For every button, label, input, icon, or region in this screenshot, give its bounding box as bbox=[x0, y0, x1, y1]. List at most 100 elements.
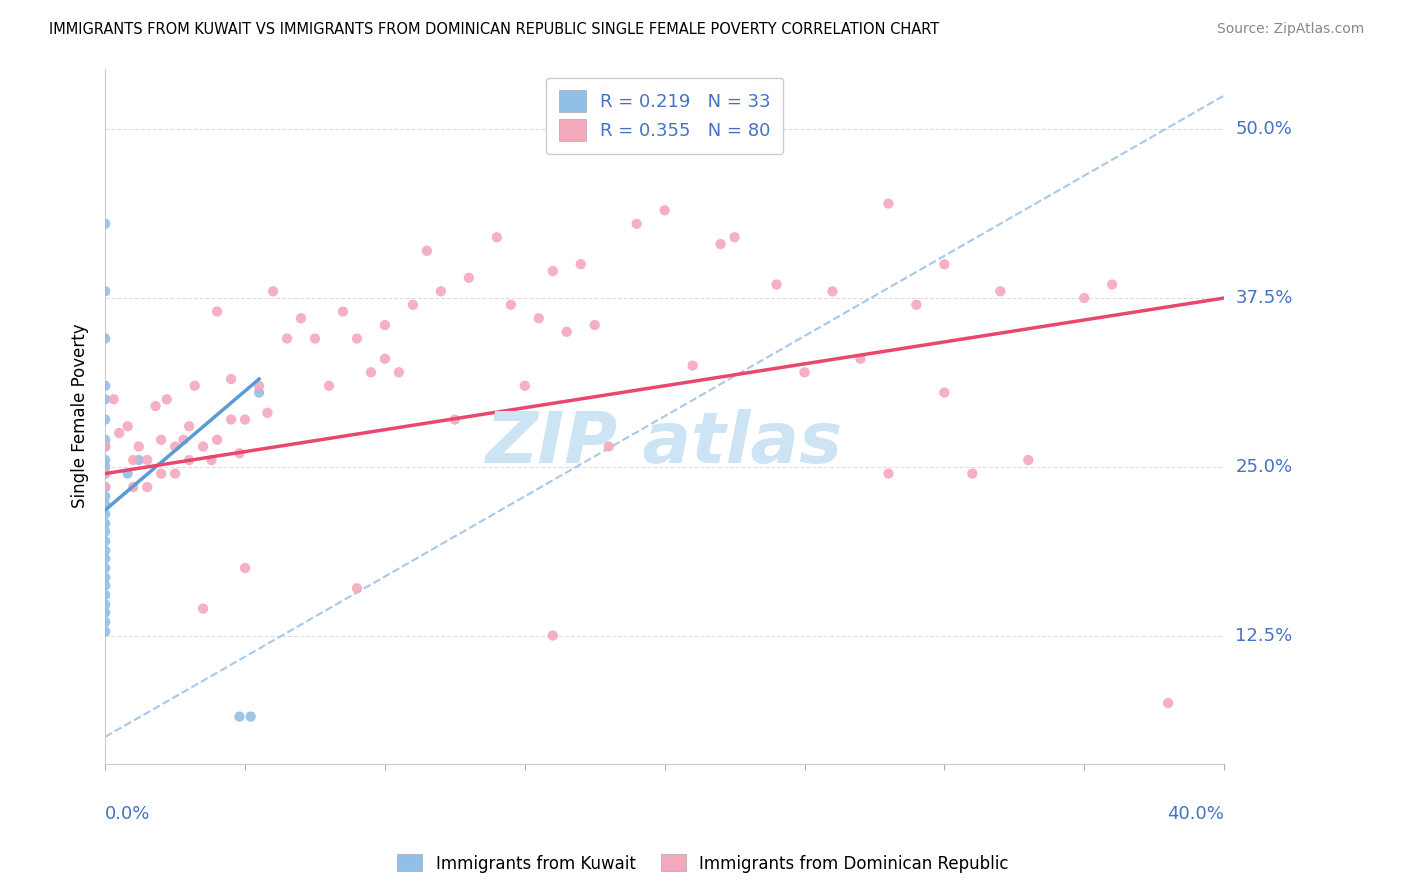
Point bbox=[485, 230, 508, 244]
Point bbox=[94, 588, 117, 602]
Point bbox=[710, 237, 733, 252]
Point bbox=[962, 467, 984, 481]
Point bbox=[94, 579, 117, 593]
Point bbox=[430, 285, 453, 299]
Point bbox=[94, 507, 117, 521]
Point bbox=[94, 459, 117, 474]
Point bbox=[219, 372, 242, 386]
Point bbox=[527, 311, 550, 326]
Y-axis label: Single Female Poverty: Single Female Poverty bbox=[72, 324, 89, 508]
Point bbox=[145, 399, 167, 413]
Point bbox=[276, 332, 298, 346]
Point bbox=[318, 378, 340, 392]
Point bbox=[94, 332, 117, 346]
Point bbox=[117, 419, 139, 434]
Point bbox=[150, 467, 173, 481]
Text: 50.0%: 50.0% bbox=[1236, 120, 1292, 138]
Point bbox=[256, 406, 278, 420]
Point bbox=[117, 467, 139, 481]
Point bbox=[94, 543, 117, 558]
Point bbox=[94, 480, 117, 494]
Point bbox=[94, 392, 117, 407]
Point bbox=[541, 264, 564, 278]
Point bbox=[191, 440, 214, 454]
Point bbox=[988, 285, 1011, 299]
Point bbox=[183, 378, 205, 392]
Point bbox=[94, 490, 117, 504]
Point bbox=[205, 304, 228, 318]
Point bbox=[94, 467, 117, 481]
Point bbox=[205, 433, 228, 447]
Point bbox=[1073, 291, 1095, 305]
Point bbox=[332, 304, 354, 318]
Point bbox=[173, 433, 195, 447]
Text: IMMIGRANTS FROM KUWAIT VS IMMIGRANTS FROM DOMINICAN REPUBLIC SINGLE FEMALE POVER: IMMIGRANTS FROM KUWAIT VS IMMIGRANTS FRO… bbox=[49, 22, 939, 37]
Point bbox=[128, 440, 150, 454]
Point bbox=[108, 425, 131, 440]
Point bbox=[94, 516, 117, 531]
Point bbox=[877, 196, 900, 211]
Point bbox=[94, 285, 117, 299]
Point bbox=[94, 534, 117, 549]
Point bbox=[247, 378, 270, 392]
Point bbox=[128, 453, 150, 467]
Point bbox=[374, 318, 396, 332]
Point bbox=[94, 561, 117, 575]
Text: 40.0%: 40.0% bbox=[1167, 805, 1225, 823]
Point bbox=[304, 332, 326, 346]
Text: 0.0%: 0.0% bbox=[105, 805, 150, 823]
Point bbox=[682, 359, 704, 373]
Point bbox=[793, 365, 815, 379]
Point bbox=[94, 615, 117, 629]
Point bbox=[290, 311, 312, 326]
Point bbox=[165, 440, 187, 454]
Point bbox=[346, 582, 368, 596]
Legend: Immigrants from Kuwait, Immigrants from Dominican Republic: Immigrants from Kuwait, Immigrants from … bbox=[391, 847, 1015, 880]
Point bbox=[723, 230, 745, 244]
Point bbox=[457, 270, 479, 285]
Point bbox=[262, 285, 284, 299]
Point bbox=[849, 351, 872, 366]
Point bbox=[402, 298, 425, 312]
Text: Source: ZipAtlas.com: Source: ZipAtlas.com bbox=[1216, 22, 1364, 37]
Point bbox=[94, 217, 117, 231]
Point bbox=[94, 598, 117, 612]
Point bbox=[94, 551, 117, 566]
Point bbox=[156, 392, 179, 407]
Point bbox=[200, 453, 222, 467]
Point bbox=[122, 480, 145, 494]
Point bbox=[598, 440, 620, 454]
Point bbox=[219, 412, 242, 426]
Point bbox=[94, 412, 117, 426]
Point bbox=[94, 378, 117, 392]
Text: 25.0%: 25.0% bbox=[1236, 458, 1292, 475]
Point bbox=[179, 453, 201, 467]
Point bbox=[239, 709, 262, 723]
Point bbox=[191, 601, 214, 615]
Point bbox=[94, 467, 117, 481]
Point bbox=[346, 332, 368, 346]
Point bbox=[654, 203, 676, 218]
Point bbox=[94, 440, 117, 454]
Legend: R = 0.219   N = 33, R = 0.355   N = 80: R = 0.219 N = 33, R = 0.355 N = 80 bbox=[546, 78, 783, 154]
Point bbox=[513, 378, 536, 392]
Point bbox=[136, 453, 159, 467]
Point bbox=[934, 257, 956, 271]
Point bbox=[94, 440, 117, 454]
Text: ZIP atlas: ZIP atlas bbox=[486, 409, 844, 478]
Point bbox=[94, 606, 117, 620]
Point bbox=[179, 419, 201, 434]
Point bbox=[388, 365, 411, 379]
Point bbox=[103, 392, 125, 407]
Point bbox=[94, 570, 117, 584]
Point bbox=[228, 446, 250, 460]
Point bbox=[499, 298, 522, 312]
Point bbox=[247, 385, 270, 400]
Point bbox=[94, 624, 117, 639]
Point bbox=[94, 524, 117, 539]
Point bbox=[228, 709, 250, 723]
Point bbox=[934, 385, 956, 400]
Point bbox=[94, 453, 117, 467]
Text: 12.5%: 12.5% bbox=[1236, 626, 1292, 645]
Point bbox=[1157, 696, 1180, 710]
